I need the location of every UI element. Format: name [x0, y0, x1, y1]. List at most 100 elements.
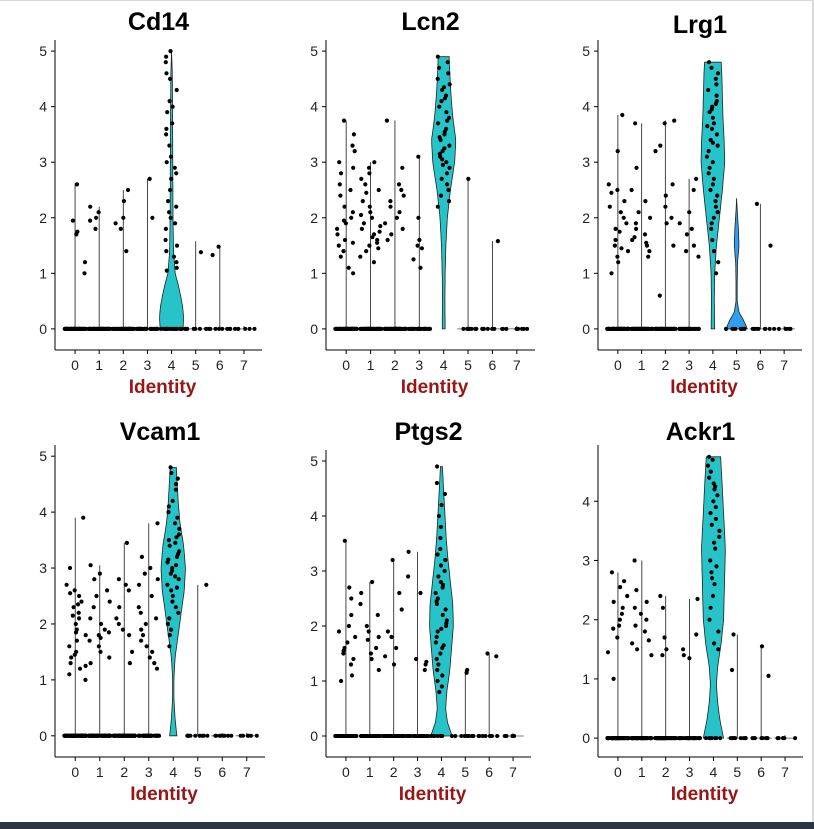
data-point — [150, 215, 155, 220]
data-point — [376, 634, 381, 640]
data-point — [337, 326, 342, 331]
data-point — [368, 210, 373, 215]
data-point — [337, 160, 342, 165]
data-point — [446, 71, 451, 76]
data-point — [216, 244, 221, 249]
x-tick-label: 1 — [638, 357, 646, 373]
data-point — [354, 326, 359, 331]
data-point — [174, 535, 179, 540]
data-point — [474, 326, 479, 331]
data-point — [159, 326, 164, 331]
data-point — [461, 326, 466, 331]
data-point — [377, 326, 382, 331]
data-point — [70, 613, 75, 618]
data-point — [67, 644, 72, 649]
data-point — [467, 326, 472, 331]
data-point — [352, 149, 357, 154]
data-point — [164, 126, 169, 131]
data-point — [370, 235, 375, 240]
data-point — [485, 651, 490, 656]
data-point — [169, 627, 174, 632]
data-point — [713, 484, 718, 489]
data-point — [117, 605, 122, 610]
data-point — [121, 215, 126, 220]
data-point — [376, 187, 381, 193]
data-point — [660, 653, 665, 658]
data-point — [72, 326, 77, 331]
data-point — [435, 204, 440, 209]
data-point — [173, 487, 178, 492]
data-point — [349, 612, 354, 618]
data-point — [453, 734, 458, 738]
data-point — [376, 667, 381, 673]
y-tick-label: 2 — [39, 210, 47, 226]
data-point — [350, 210, 355, 215]
data-point — [433, 640, 438, 645]
data-point — [220, 326, 225, 331]
data-point — [81, 326, 86, 331]
data-point — [419, 246, 424, 251]
data-point — [646, 638, 651, 643]
data-point — [154, 616, 159, 621]
data-point — [174, 171, 179, 176]
data-point — [165, 621, 170, 627]
data-point — [164, 249, 169, 254]
y-tick-label: 1 — [582, 671, 590, 687]
data-point — [435, 629, 440, 634]
data-point — [243, 326, 248, 331]
data-point — [447, 82, 452, 87]
data-point — [348, 662, 354, 667]
x-tick-label: 6 — [485, 764, 493, 780]
data-point — [175, 476, 180, 481]
data-point — [710, 115, 716, 120]
data-point — [116, 621, 121, 627]
data-point — [443, 557, 448, 563]
data-point — [167, 326, 172, 331]
data-point — [97, 571, 102, 576]
data-point — [615, 149, 620, 154]
data-point — [712, 641, 717, 646]
x-tick-label: 2 — [391, 357, 399, 373]
data-point — [660, 605, 666, 610]
y-tick-label: 0 — [310, 321, 318, 337]
data-point — [169, 470, 174, 476]
data-point — [444, 621, 449, 626]
data-point — [254, 733, 259, 738]
x-tick-label: 1 — [367, 357, 375, 373]
data-point — [438, 193, 444, 198]
data-point — [177, 526, 182, 532]
data-point — [384, 326, 389, 331]
data-point — [125, 187, 131, 193]
data-point — [169, 176, 174, 181]
data-point — [174, 243, 180, 248]
data-point — [642, 232, 648, 237]
data-point — [709, 221, 714, 226]
data-point — [633, 623, 638, 628]
data-point — [128, 733, 133, 738]
data-point — [494, 654, 499, 659]
data-point — [351, 271, 356, 276]
x-tick-label: 3 — [145, 764, 153, 780]
data-point — [695, 596, 700, 602]
data-point — [64, 582, 69, 587]
x-tick-label: 4 — [710, 764, 718, 780]
data-point — [634, 736, 639, 741]
data-point — [709, 126, 715, 131]
panel-title: Ackr1 — [666, 418, 736, 446]
data-point — [658, 326, 663, 331]
data-point — [436, 574, 441, 579]
x-tick-label: 2 — [662, 764, 670, 780]
x-tick-label: 5 — [733, 357, 741, 373]
data-point — [435, 678, 440, 684]
data-point — [70, 218, 75, 223]
data-point — [717, 534, 722, 539]
data-point — [400, 226, 405, 231]
data-point — [620, 605, 625, 610]
data-point — [375, 612, 380, 618]
data-point — [397, 590, 402, 596]
data-point — [434, 656, 439, 662]
data-point — [163, 60, 168, 65]
data-point — [147, 176, 152, 181]
y-tick-label: 4 — [310, 99, 318, 115]
